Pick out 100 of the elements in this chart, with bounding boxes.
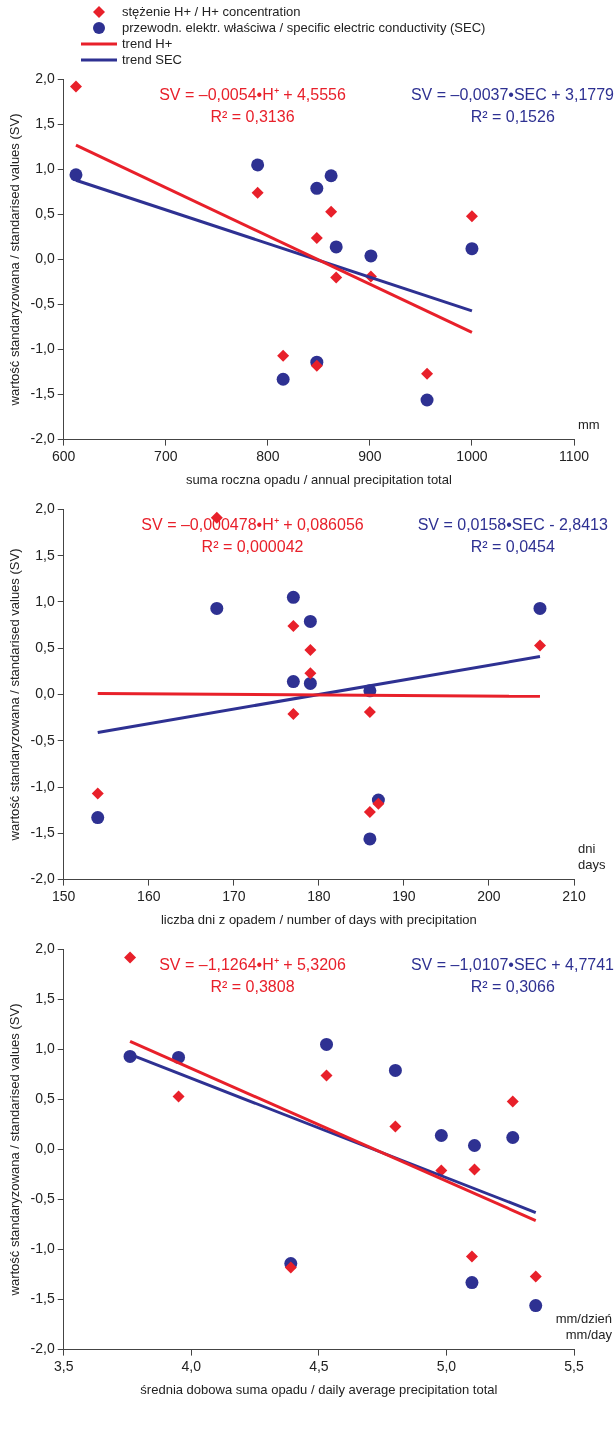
point: [303, 676, 317, 690]
point: [172, 1090, 185, 1103]
x-axis-title: średnia dobowa suma opadu / daily average precipitation total: [140, 1381, 498, 1397]
text: mm: [578, 417, 600, 433]
annotation: SV = 0,0158•SEC - 2,8413: [417, 515, 608, 533]
x-tick-label: 200: [477, 887, 501, 904]
point: [310, 359, 323, 372]
x-tick-label: 160: [137, 887, 161, 904]
point: [124, 951, 137, 964]
annotation: R² = 0,3066: [470, 977, 555, 995]
annotation: mm/day: [565, 1327, 613, 1343]
point: [421, 367, 434, 380]
y-tick-label: -0,5: [30, 295, 55, 312]
point: [465, 1276, 479, 1290]
y-axis-title: wartość standaryzowana / standarised values (SV): [7, 1003, 23, 1297]
point: [465, 242, 479, 256]
point: [287, 620, 300, 633]
y-tick-label: 0,0: [35, 250, 55, 267]
x-tick-label: 170: [222, 887, 246, 904]
point: [210, 601, 224, 615]
x-tick-label: 210: [562, 887, 586, 904]
point: [286, 675, 300, 689]
point: [69, 168, 83, 182]
y-tick-label: 0,5: [35, 1090, 55, 1107]
y-tick-label: 0,5: [35, 639, 55, 656]
point: [363, 832, 377, 846]
x-tick-label: 150: [52, 887, 76, 904]
x-tick-label: 800: [256, 447, 280, 464]
point: [330, 271, 343, 284]
x-tick-label: 5,0: [436, 1357, 457, 1374]
x-tick-label: 180: [307, 887, 331, 904]
point: [468, 1163, 481, 1176]
y-tick-label: 2,0: [35, 70, 55, 87]
text: days: [578, 857, 606, 873]
point: [284, 1261, 297, 1274]
y-tick-label: 0,0: [35, 685, 55, 702]
point: [529, 1299, 543, 1313]
x-tick-label: 900: [358, 447, 382, 464]
point: [320, 1037, 334, 1051]
point: [251, 158, 265, 172]
annotation: SV = –0,0054•H⁺ + 4,5556: [159, 85, 346, 103]
y-tick-label: -0,5: [30, 1190, 55, 1207]
x-tick-label: 3,5: [53, 1357, 74, 1374]
y-tick-label: 1,0: [35, 592, 55, 609]
annotation: R² = 0,1526: [470, 107, 555, 125]
annotation: R² = 0,0454: [470, 537, 555, 555]
legend-label: stężenie H+ / H+ concentration: [122, 4, 301, 20]
point: [277, 349, 290, 362]
point: [389, 1120, 402, 1133]
point: [304, 644, 317, 657]
point: [324, 169, 338, 183]
annotation: mm/dzień: [555, 1311, 613, 1327]
point: [91, 787, 104, 800]
point: [506, 1130, 520, 1144]
point: [420, 393, 434, 407]
y-tick-label: 2,0: [35, 500, 55, 517]
y-tick-label: -1,5: [30, 1290, 55, 1307]
annotation: SV = –0,000478•H⁺ + 0,086056: [141, 515, 364, 533]
y-tick-label: -2,0: [30, 870, 55, 887]
point: [364, 249, 378, 263]
point: [276, 372, 290, 386]
annotation: SV = –1,0107•SEC + 4,7741: [410, 955, 615, 973]
point: [363, 806, 376, 819]
annotation: R² = 0,000042: [201, 537, 304, 555]
y-tick-label: 2,0: [35, 940, 55, 957]
point: [287, 707, 300, 720]
legend-label: przewodn. elektr. właściwa / specific electric conductivity (SEC): [122, 20, 486, 36]
point: [310, 231, 323, 244]
annotation: SV = –1,1264•H⁺ + 5,3206: [159, 955, 346, 973]
x-tick-label: 1100: [558, 447, 590, 464]
point: [372, 797, 385, 810]
point: [533, 601, 547, 615]
x-tick-label: 5,5: [564, 1357, 584, 1374]
x-tick-label: 4,0: [181, 1357, 202, 1374]
x-tick-label: 700: [154, 447, 178, 464]
y-tick-label: -1,0: [30, 1240, 55, 1257]
y-tick-label: 1,5: [35, 115, 55, 132]
point: [303, 614, 317, 628]
point: [329, 240, 343, 254]
y-tick-label: -1,5: [30, 385, 55, 402]
y-tick-label: 0,5: [35, 205, 55, 222]
point: [533, 639, 546, 652]
y-tick-label: 0,0: [35, 1140, 55, 1157]
annotation: R² = 0,3808: [210, 977, 295, 995]
y-tick-label: 1,5: [35, 546, 55, 563]
point: [465, 210, 478, 223]
annotation: R² = 0,3136: [210, 107, 295, 125]
text: dni: [578, 841, 596, 857]
y-tick-label: 1,5: [35, 990, 55, 1007]
x-tick-label: 4,5: [309, 1357, 329, 1374]
point: [91, 811, 105, 825]
y-tick-label: -1,0: [30, 340, 55, 357]
point: [468, 1139, 481, 1152]
point: [325, 205, 338, 218]
point: [506, 1095, 519, 1108]
point: [363, 706, 376, 719]
x-tick-label: 600: [52, 447, 76, 464]
point: [69, 80, 82, 93]
y-axis-title: wartość standaryzowana / standarised values (SV): [7, 548, 23, 842]
x-tick-label: 1000: [456, 447, 488, 464]
